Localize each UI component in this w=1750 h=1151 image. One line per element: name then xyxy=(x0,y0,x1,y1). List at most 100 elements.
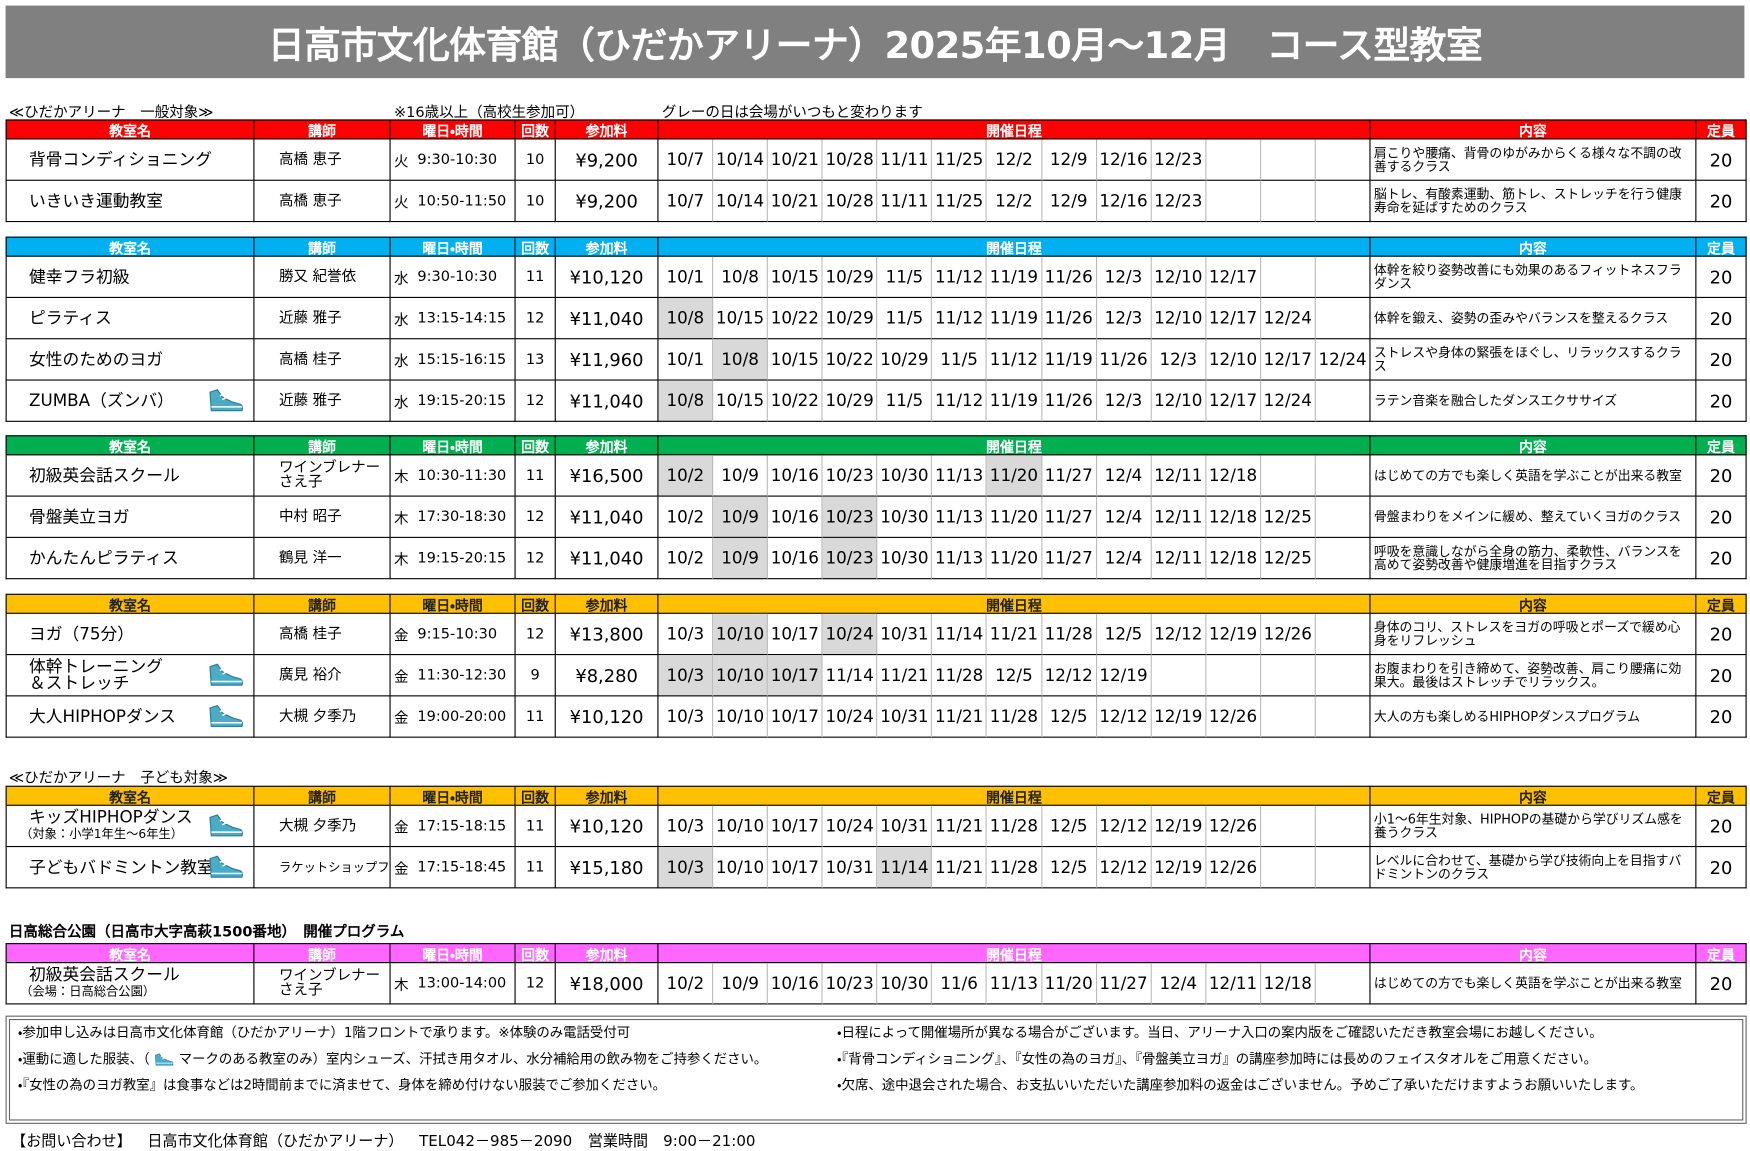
capacity: 20 xyxy=(1696,655,1747,697)
date-cell: 12/10 xyxy=(1151,256,1207,298)
header-cell: 回数 xyxy=(515,236,556,257)
date-cell: 10/22 xyxy=(768,380,823,422)
header-cell: 回数 xyxy=(515,119,556,140)
instructor: 近藤 雅子 xyxy=(254,297,391,340)
fee: ¥10,120 xyxy=(555,256,659,298)
count: 12 xyxy=(515,380,556,422)
date-cell: 12/3 xyxy=(1096,297,1152,340)
date-cell: 12/17 xyxy=(1260,339,1316,381)
date-cell: 11/12 xyxy=(932,256,988,298)
date-cell: 10/22 xyxy=(768,297,823,340)
instructor-text: 高橋 恵子 xyxy=(279,151,342,168)
instructor: 高橋 桂子 xyxy=(254,613,391,656)
class-name: 子どもバドミントン教室 xyxy=(5,847,255,889)
content: 身体のコリ、ストレスをヨガの呼吸とポーズで緩め心身をリフレッシュ xyxy=(1370,613,1697,656)
time: 17:15-18:15 xyxy=(417,817,507,835)
date-cell: 11/5 xyxy=(877,256,933,298)
fee: ¥11,040 xyxy=(555,380,659,422)
day-time: 木 19:15-20:15 xyxy=(390,537,516,580)
class-name: ヨガ（75分） xyxy=(5,613,255,656)
time: 10:30-11:30 xyxy=(417,467,507,484)
date-cell: 10/30 xyxy=(877,537,933,580)
date-cell: 10/2 xyxy=(658,455,714,497)
header-cell: 参加料 xyxy=(555,943,659,964)
header-cell: 参加料 xyxy=(555,785,659,806)
date-cell: 11/28 xyxy=(987,805,1042,848)
capacity: 20 xyxy=(1696,963,1747,1005)
date-cell: 10/3 xyxy=(658,805,714,848)
class-name-text: 子どもバドミントン教室 xyxy=(29,856,214,877)
class-name: 健幸フラ初級 xyxy=(5,256,255,298)
class-name-text: ピラティス xyxy=(29,307,112,328)
note: ・参加申し込みは日高市文化体育館（ひだかアリーナ）1階フロントで承ります。※体験… xyxy=(17,1024,631,1041)
header-cell: 参加料 xyxy=(555,236,659,257)
date-cell xyxy=(1315,696,1371,738)
date-cell: 10/23 xyxy=(822,455,878,497)
date-cell: 10/23 xyxy=(822,537,878,580)
date-cell: 11/28 xyxy=(932,655,988,697)
count: 12 xyxy=(515,963,556,1005)
class-name-line: 体幹トレーニング xyxy=(29,656,163,677)
instructor: 高橋 恵子 xyxy=(254,180,391,223)
date-cell: 10/30 xyxy=(877,455,933,497)
date-cell xyxy=(1315,655,1371,697)
instructor-text: 近藤 雅子 xyxy=(279,309,342,327)
note: ・日程によって開催場所が異なる場合がございます。当日、アリーナ入口の案内版をご確… xyxy=(837,1024,1603,1041)
note: ・欠席、途中退会された場合、お支払いいただいた講座参加料の返金はございません。予… xyxy=(837,1077,1644,1093)
date-cell: 12/12 xyxy=(1096,847,1152,889)
instructor-text: 廣見 裕介 xyxy=(279,666,342,684)
date-cell: 12/11 xyxy=(1206,963,1261,1005)
date-cell xyxy=(1315,613,1371,656)
date-cell: 11/13 xyxy=(987,963,1042,1005)
class-name-text: かんたんピラティス xyxy=(29,547,179,568)
date-cell: 11/20 xyxy=(987,496,1042,538)
fee: ¥9,200 xyxy=(555,180,659,223)
day-time: 金 17:15-18:15 xyxy=(390,805,516,848)
instructor-text: 大槻 夕季乃 xyxy=(279,708,357,725)
date-cell: 12/19 xyxy=(1151,847,1207,889)
content: レベルに合わせて、基礎から学び技術向上を目指すバドミントンのクラス xyxy=(1370,847,1697,889)
header-cell: 曜日・時間 xyxy=(390,119,516,140)
date-cell: 12/5 xyxy=(1041,847,1097,889)
instructor: ワインブレナー さえ子 xyxy=(254,455,391,497)
date-cell: 12/23 xyxy=(1151,139,1207,181)
date-cell: 12/12 xyxy=(1096,696,1152,738)
date-cell: 12/26 xyxy=(1206,847,1261,889)
header-cell: 定員 xyxy=(1696,236,1747,257)
capacity: 20 xyxy=(1696,180,1747,223)
day-time: 木 10:30-11:30 xyxy=(390,455,516,497)
content: お腹まわりを引き締めて、姿勢改善、肩こり腰痛に効果大。最後はストレッチでリラック… xyxy=(1370,655,1697,697)
time: 13:00-14:00 xyxy=(417,974,507,992)
date-cell: 12/10 xyxy=(1206,339,1261,381)
date-cell: 10/1 xyxy=(658,256,714,298)
date-cell: 11/5 xyxy=(877,380,933,422)
time: 9:15-10:30 xyxy=(417,625,498,643)
day: 火 xyxy=(393,194,409,212)
count: 13 xyxy=(515,339,556,381)
date-cell: 12/17 xyxy=(1206,256,1261,298)
date-cell: 11/21 xyxy=(987,613,1042,656)
time: 15:15-16:15 xyxy=(417,351,507,368)
day-time: 木 13:00-14:00 xyxy=(390,963,516,1005)
date-cell: 11/27 xyxy=(1096,963,1152,1005)
date-cell: 11/19 xyxy=(987,297,1042,340)
notes-inner xyxy=(8,1018,1744,1121)
header-cell: 講師 xyxy=(254,435,391,456)
date-cell: 10/9 xyxy=(713,537,768,580)
date-cell xyxy=(1260,805,1316,848)
fee: ¥11,960 xyxy=(555,339,659,381)
date-cell: 12/4 xyxy=(1096,496,1152,538)
content: 大人の方も楽しめるHIPHOPダンスプログラム xyxy=(1370,696,1697,738)
header-cell: 定員 xyxy=(1696,435,1747,456)
class-name-sub: （対象：小学1年生～6年生） xyxy=(20,827,184,842)
date-cell xyxy=(1260,696,1316,738)
class-name-text: キッズHIPHOPダンス xyxy=(29,806,193,828)
section-label: ≪ひだかアリーナ 一般対象≫ xyxy=(8,104,214,122)
time: 19:15-20:15 xyxy=(417,549,507,567)
date-cell: 10/3 xyxy=(658,847,714,889)
date-cell: 12/9 xyxy=(1041,139,1097,181)
section-label: 日高総合公園（日高市大字高萩1500番地） 開催プログラム xyxy=(8,924,405,941)
date-cell: 11/12 xyxy=(932,297,988,340)
date-cell: 10/30 xyxy=(877,496,933,538)
note-part: ・運動に適した服装、（ xyxy=(17,1051,150,1067)
